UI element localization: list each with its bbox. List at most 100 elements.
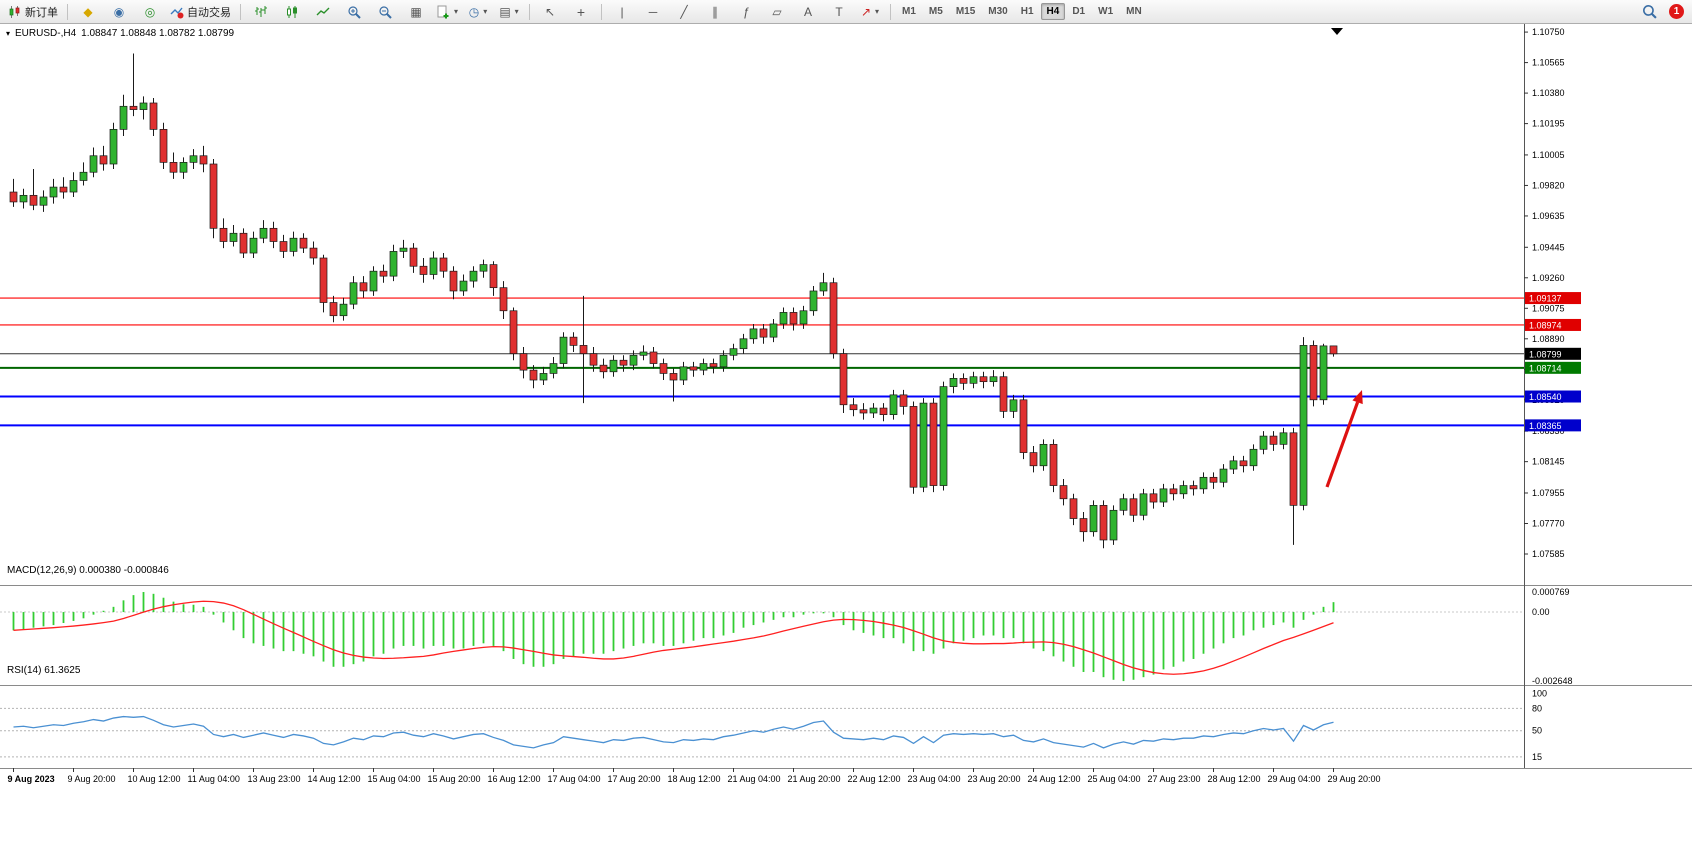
notification-badge[interactable]: 1 xyxy=(1669,4,1684,19)
crosshair-button[interactable]: + xyxy=(566,1,596,23)
search-button[interactable] xyxy=(1634,1,1664,23)
candle-body xyxy=(969,376,978,384)
candle-body xyxy=(729,348,738,356)
horizontal-level-lines[interactable] xyxy=(0,297,1524,427)
candle-body xyxy=(1189,485,1198,490)
support-button[interactable]: ◎ xyxy=(135,1,165,23)
shapes-icon: ▱ xyxy=(772,4,782,19)
bar-chart-button[interactable] xyxy=(246,1,276,23)
scroll-to-end-icon[interactable] xyxy=(1331,28,1343,35)
candle-body xyxy=(369,270,378,292)
timeframe-d1-button[interactable]: D1 xyxy=(1072,6,1086,17)
line-chart-button[interactable] xyxy=(308,1,338,23)
bar-chart-icon xyxy=(255,5,267,17)
time-tick-label: 28 Aug 12:00 xyxy=(1208,774,1261,784)
cursor-button[interactable]: ↖ xyxy=(535,1,565,23)
trendline-tool-button[interactable]: ╱ xyxy=(669,1,699,23)
timeframe-m1-button[interactable]: M1 xyxy=(902,6,916,17)
candle-body xyxy=(869,407,878,414)
new-order-icon xyxy=(9,5,20,18)
trend-arrow-annotation[interactable] xyxy=(1325,401,1360,488)
candle-body xyxy=(159,129,168,163)
candle-body xyxy=(829,282,838,354)
horizontal-line-tool-button[interactable]: ─ xyxy=(638,1,668,23)
candle-body xyxy=(279,241,288,252)
chart-title-overlay: ▾ EURUSD-,H4 1.08847 1.08848 1.08782 1.0… xyxy=(6,28,234,39)
dropdown-caret-icon: ▾ xyxy=(483,7,488,16)
time-axis[interactable]: 9 Aug 2023 9 Aug 20:00 10 Aug 12:00 11 Aug … xyxy=(8,768,1381,784)
indicators-button[interactable]: ▾ xyxy=(432,1,462,23)
candle-body xyxy=(839,353,848,406)
candle-body xyxy=(59,186,68,193)
text-label-icon: T xyxy=(835,4,843,19)
timeframe-h4-button[interactable]: H4 xyxy=(1040,3,1066,20)
shapes-tool-button[interactable]: ▱ xyxy=(762,1,792,23)
clock-icon: ◷ xyxy=(468,4,480,19)
new-order-button[interactable]: 新订单 xyxy=(4,1,62,23)
alerts-button[interactable]: ◆ xyxy=(73,1,103,23)
candle-body xyxy=(19,194,28,203)
time-tick-label: 29 Aug 04:00 xyxy=(1268,774,1321,784)
vertical-line-icon: | xyxy=(620,4,624,19)
candle-body xyxy=(139,102,148,110)
candle-body xyxy=(1169,488,1178,495)
profile-button[interactable]: ◉ xyxy=(104,1,134,23)
candle-body xyxy=(739,338,748,350)
time-tick-label: 23 Aug 20:00 xyxy=(968,774,1021,784)
timeframe-m30-button[interactable]: M30 xyxy=(988,6,1008,17)
crosshair-icon: + xyxy=(576,3,586,20)
channel-tool-button[interactable]: ∥ xyxy=(700,1,730,23)
price-badge xyxy=(1525,292,1581,305)
fibonacci-tool-button[interactable]: ƒ xyxy=(731,1,761,23)
macd-indicator-label: MACD(12,26,9) 0.000380 -0.000846 xyxy=(7,565,169,576)
fibonacci-icon: ƒ xyxy=(742,4,750,19)
candlesticks xyxy=(9,53,1338,549)
candle-body xyxy=(289,237,298,252)
candle-body xyxy=(1219,468,1228,483)
candle-body xyxy=(359,282,368,292)
timeframe-h1-button[interactable]: H1 xyxy=(1020,6,1034,17)
candle-body xyxy=(649,351,658,364)
rsi-axis-label: 80 xyxy=(1532,703,1542,713)
tile-windows-button[interactable]: ▦ xyxy=(401,1,431,23)
timeframe-w1-button[interactable]: W1 xyxy=(1098,6,1114,17)
candle-body xyxy=(1139,493,1148,516)
price-tick-label: 1.07955 xyxy=(1532,488,1565,498)
templates-button[interactable]: ▤ ▾ xyxy=(494,1,524,23)
candle-body xyxy=(1279,432,1288,445)
candle-body xyxy=(169,162,178,173)
timeframe-m5-button[interactable]: M5 xyxy=(928,6,943,17)
candle-body xyxy=(309,247,318,259)
price-badge-label: 1.08365 xyxy=(1529,421,1562,431)
price-badge-label: 1.08540 xyxy=(1529,392,1562,402)
candlestick-chart-button[interactable] xyxy=(277,1,307,23)
zoom-out-button[interactable] xyxy=(370,1,400,23)
candle-body xyxy=(1099,505,1108,541)
timeframe-mn-button[interactable]: MN xyxy=(1126,6,1142,17)
candle-body xyxy=(1039,443,1048,467)
candle-body xyxy=(769,323,778,338)
zoom-in-button[interactable] xyxy=(339,1,369,23)
one-click-trading-toggle[interactable]: ▾ xyxy=(6,29,11,38)
candle-body xyxy=(9,191,18,203)
vertical-line-tool-button[interactable]: | xyxy=(607,1,637,23)
chart-canvas[interactable]: 1.10750 1.10565 1.10380 1.10195 1.10005 1.098… xyxy=(0,24,1692,854)
time-tick-label: 13 Aug 23:00 xyxy=(248,774,301,784)
arrows-tool-button[interactable]: ↗ ▾ xyxy=(855,1,885,23)
trend-arrow-head[interactable] xyxy=(1352,390,1363,405)
candle-body xyxy=(489,264,498,289)
timeframe-m15-button[interactable]: M15 xyxy=(955,6,976,17)
candle-body xyxy=(759,328,768,338)
candle-body xyxy=(509,310,518,354)
price-tick-label: 1.08145 xyxy=(1532,457,1565,467)
periods-button[interactable]: ◷ ▾ xyxy=(463,1,493,23)
text-tool-button[interactable]: A xyxy=(793,1,823,23)
candle-body xyxy=(299,237,308,249)
candle-body xyxy=(1159,488,1168,503)
candle-body xyxy=(459,280,468,292)
candle-body xyxy=(29,194,38,206)
text-label-tool-button[interactable]: T xyxy=(824,1,854,23)
candle-body xyxy=(1079,518,1088,533)
candle-body xyxy=(1269,435,1278,445)
auto-trading-button[interactable]: 自动交易 xyxy=(166,1,235,23)
